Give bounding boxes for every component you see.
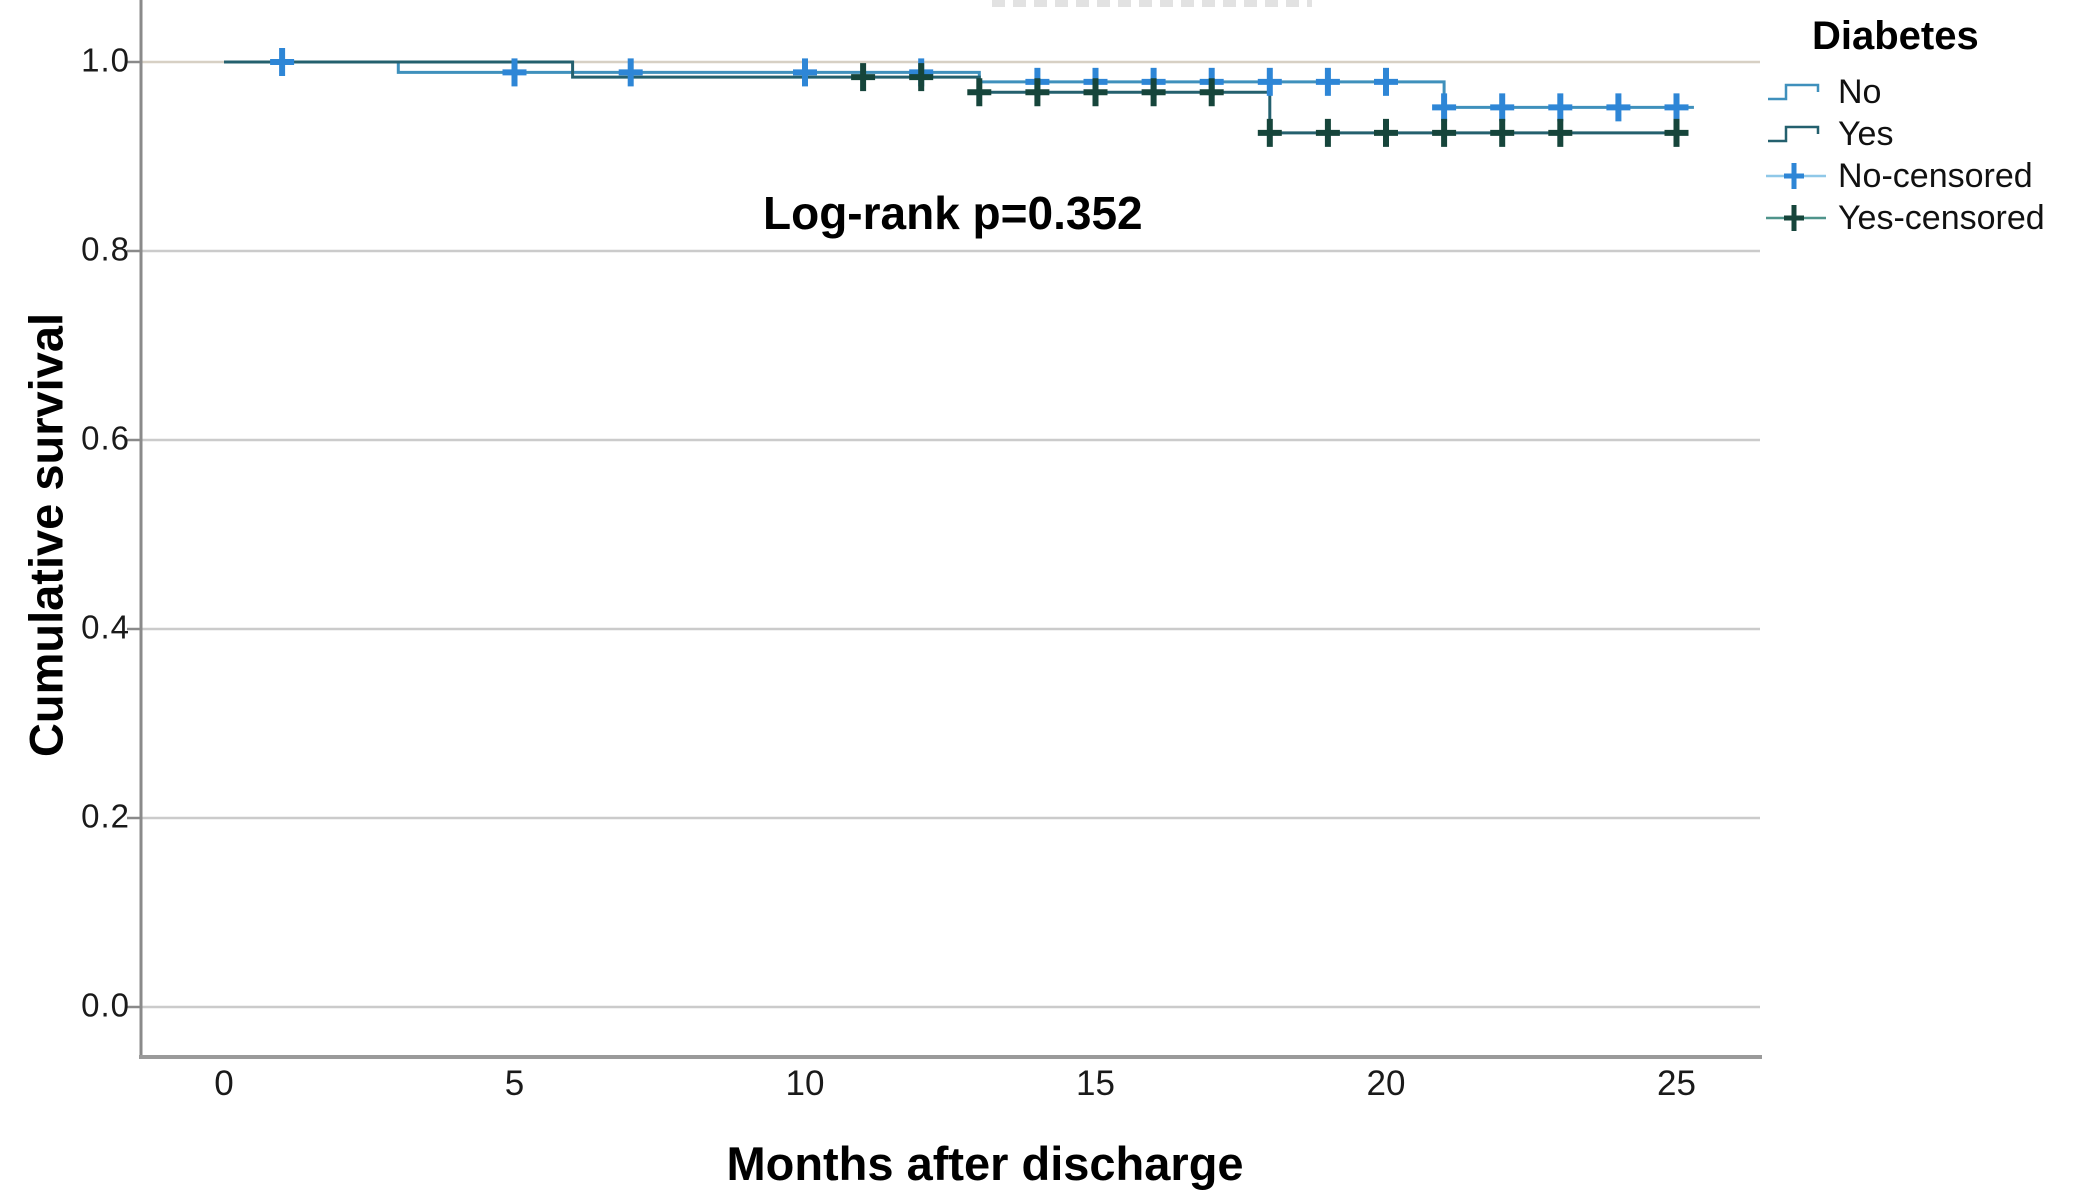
survival-curve-no — [224, 60, 1694, 109]
legend: Diabetes No Yes No-censored Yes-censored — [1766, 14, 2086, 243]
y-tick-label: 0.2 — [81, 797, 130, 835]
x-tick-label: 20 — [1366, 1064, 1406, 1103]
legend-label: Yes — [1838, 114, 1894, 153]
x-axis-title: Months after discharge — [726, 1137, 1244, 1190]
clipped-title-text — [992, 0, 1312, 7]
legend-entry-yes-censored: Yes-censored — [1766, 198, 2086, 237]
x-tick-label: 5 — [504, 1064, 525, 1103]
y-tick-label: 0.4 — [81, 608, 130, 646]
y-tick-label: 0.8 — [81, 230, 130, 268]
legend-label: No — [1838, 72, 1882, 111]
x-tick-label: 0 — [214, 1064, 234, 1103]
legend-label: Yes-censored — [1838, 198, 2045, 237]
y-tick-label: 0.6 — [81, 419, 130, 457]
y-tick-label: 1.0 — [81, 41, 130, 79]
legend-entry-yes: Yes — [1766, 114, 2086, 153]
x-tick-label: 25 — [1657, 1064, 1696, 1103]
censor-cross-icon — [1766, 205, 1826, 231]
log-rank-annotation: Log-rank p=0.352 — [763, 187, 1143, 239]
step-line-icon — [1768, 125, 1820, 143]
y-tick-label: 0.0 — [81, 986, 130, 1024]
legend-entry-no-censored: No-censored — [1766, 156, 2086, 195]
step-line-icon — [1768, 83, 1820, 101]
x-tick-label: 15 — [1076, 1064, 1115, 1103]
y-axis-title: Cumulative survival — [19, 312, 73, 758]
censor-cross-icon — [1766, 163, 1826, 189]
legend-label: No-censored — [1838, 156, 2033, 195]
legend-title: Diabetes — [1812, 14, 1979, 58]
x-tick-label: 10 — [785, 1064, 825, 1103]
legend-entries: No Yes No-censored Yes-censored — [1766, 72, 2086, 237]
legend-entry-no: No — [1766, 72, 2086, 111]
